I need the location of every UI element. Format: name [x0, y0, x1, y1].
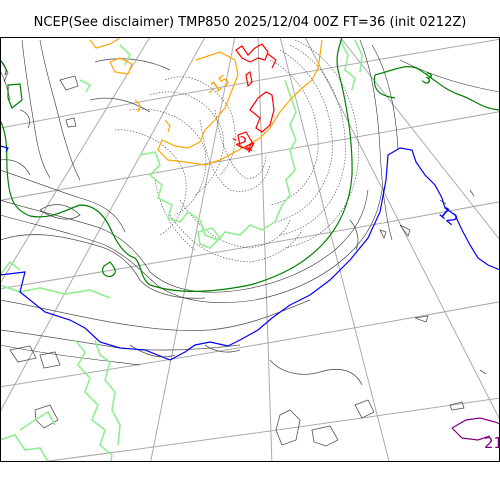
coastlines [0, 58, 487, 447]
latitude-line [37, 397, 500, 462]
dotted-contours [114, 39, 359, 263]
longitude-line [257, 37, 273, 462]
map-title: NCEP(See disclaimer) TMP850 2025/12/04 0… [33, 15, 467, 30]
contour-label-minus12: 12 [435, 203, 461, 229]
thin-contours [0, 39, 500, 366]
latitude-line [0, 38, 500, 129]
light-green-contours [0, 39, 363, 462]
orange-contours [89, 37, 323, 166]
blue-contours [0, 145, 500, 361]
latitude-line [0, 301, 500, 388]
longitude-line [0, 37, 151, 285]
contour-label-minus21: 21 [484, 434, 500, 452]
latitude-line [0, 201, 500, 290]
contour-label-minus15: -15 [203, 71, 233, 100]
green-contours [0, 37, 500, 293]
longitude-line [150, 37, 236, 462]
purple-contours [451, 417, 500, 441]
graticule [0, 37, 500, 462]
latitude-line [0, 110, 500, 201]
red-contours [235, 43, 277, 151]
contour-labels: -15 -24 3 12 21 [203, 68, 500, 452]
longitude-line [339, 37, 500, 241]
map-frame [0, 37, 500, 462]
longitude-line [0, 37, 206, 413]
longitude-line [279, 37, 390, 462]
